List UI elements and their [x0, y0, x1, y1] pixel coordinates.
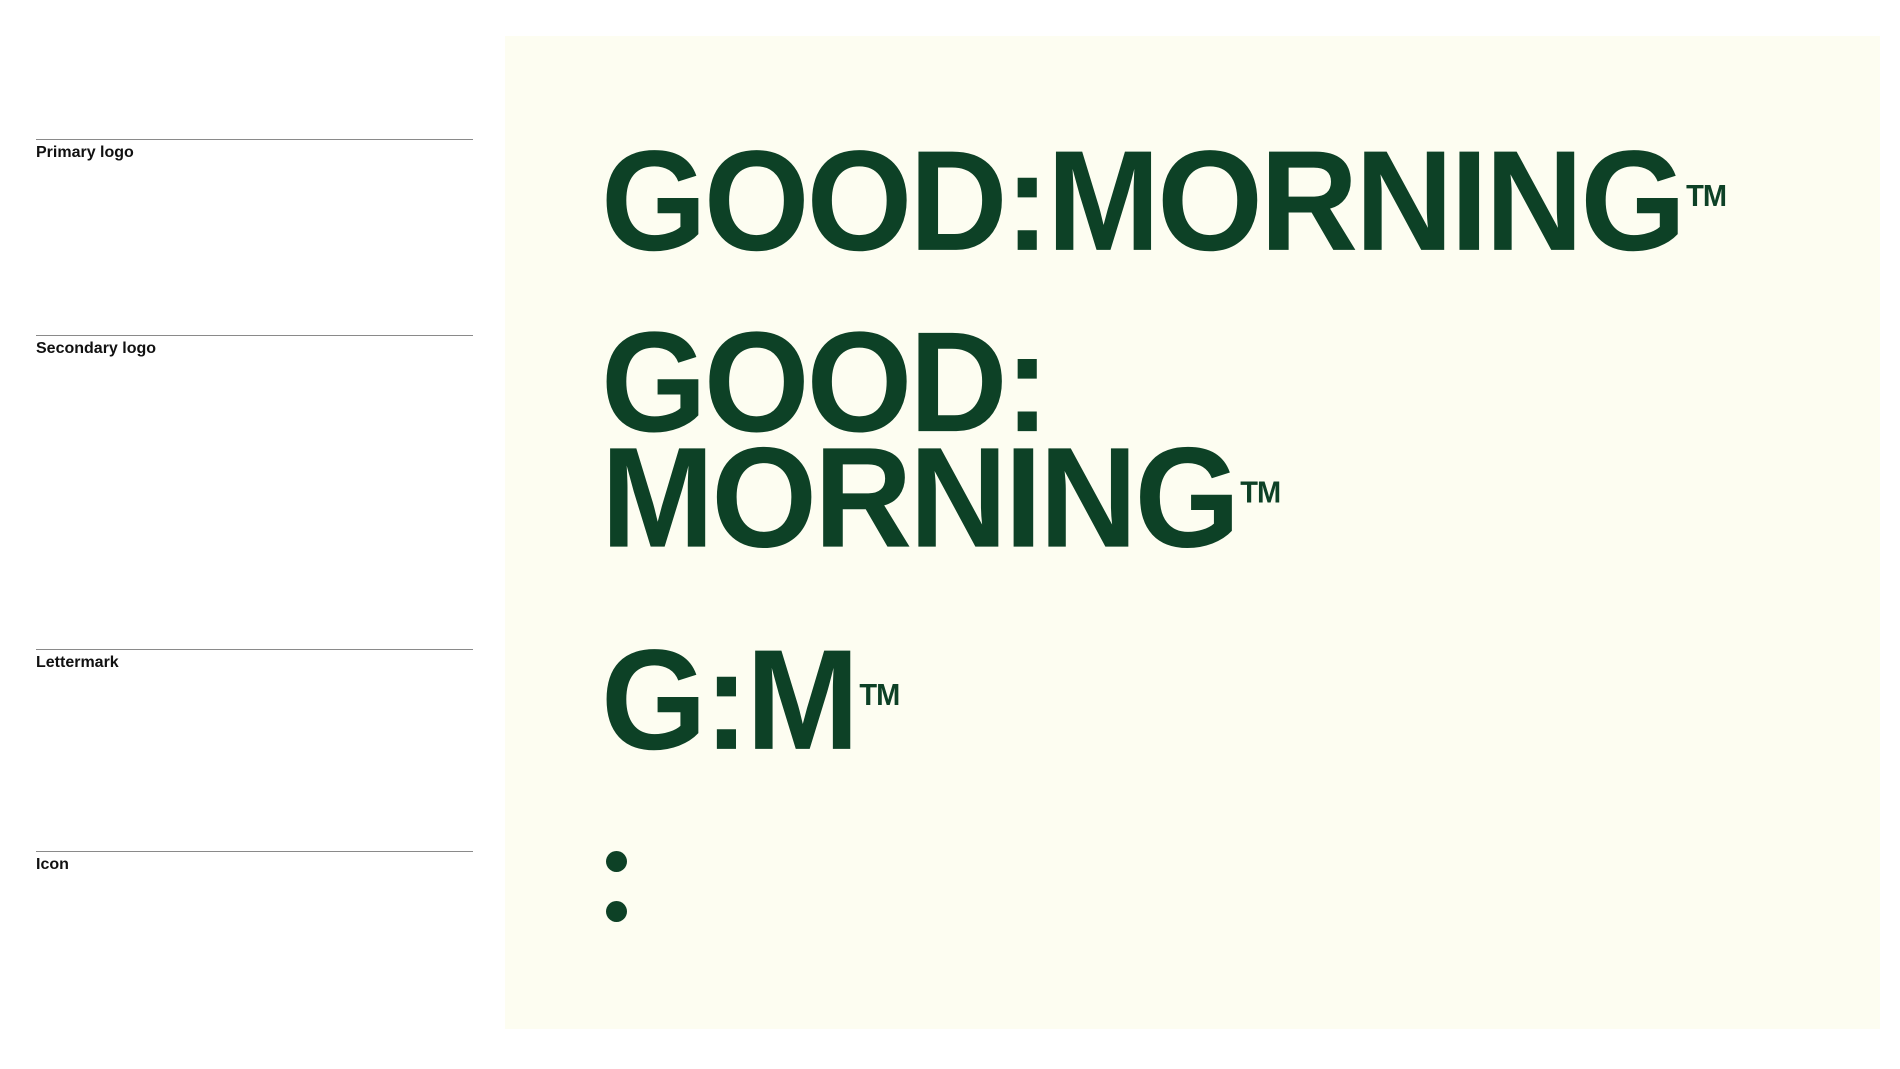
label-icon: Icon [36, 851, 473, 875]
label-lettermark: Lettermark [36, 649, 473, 673]
trademark-symbol: TM [1240, 476, 1281, 510]
colon-icon [606, 851, 628, 923]
secondary-logo-line-2-wrapper: MORNING TM [601, 426, 1281, 569]
divider-rule [36, 649, 473, 650]
colon-icon-top-dot [606, 851, 627, 872]
label-secondary-logo: Secondary logo [36, 335, 473, 359]
label-primary-logo: Primary logo [36, 139, 473, 163]
logo-showcase-panel: GOOD:MORNING TM GOOD: MORNING TM G:M TM [505, 36, 1880, 1029]
trademark-symbol: TM [1686, 179, 1727, 214]
secondary-logo-line-1: GOOD: [601, 301, 1050, 462]
lettermark-text: G:M [601, 619, 859, 780]
colon-icon-bottom-dot [606, 901, 627, 922]
divider-rule [36, 851, 473, 852]
label-icon-text: Icon [36, 856, 69, 873]
secondary-logo: GOOD: MORNING TM [601, 301, 1281, 569]
secondary-logo-line-2: MORNING [601, 417, 1240, 578]
divider-rule [36, 335, 473, 336]
label-lettermark-text: Lettermark [36, 654, 119, 671]
lettermark-logo: G:M TM [601, 626, 900, 773]
primary-logo-wordmark: GOOD:MORNING [601, 120, 1686, 281]
label-primary-logo-text: Primary logo [36, 144, 134, 161]
primary-logo: GOOD:MORNING TM [601, 127, 1727, 274]
label-secondary-logo-text: Secondary logo [36, 340, 157, 357]
trademark-symbol: TM [859, 678, 900, 713]
divider-rule [36, 139, 473, 140]
